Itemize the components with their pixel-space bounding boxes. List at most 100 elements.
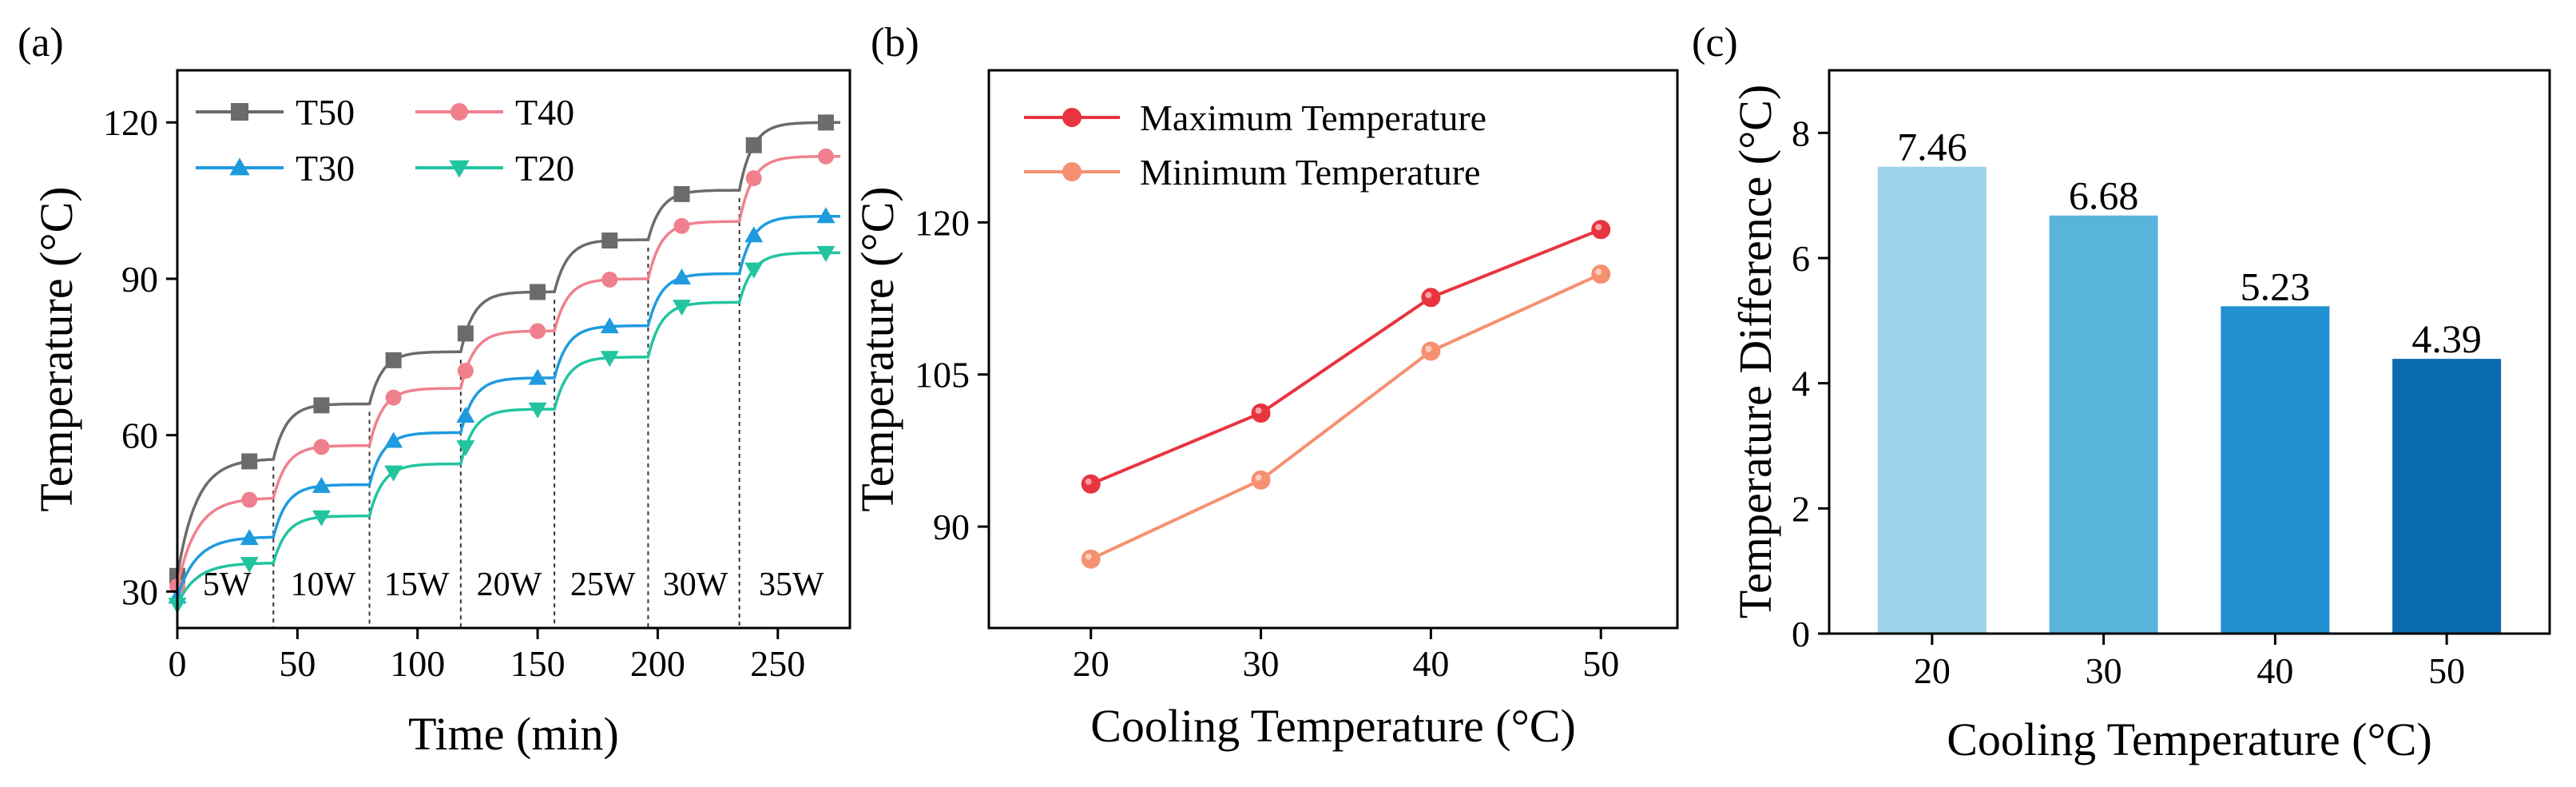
marker-t40	[601, 271, 618, 288]
marker-t30	[528, 368, 547, 385]
marker-t50	[601, 233, 618, 249]
point-highlight	[1595, 268, 1602, 276]
legend-marker	[1062, 108, 1082, 127]
marker-t40	[385, 389, 402, 406]
curve-t40	[176, 154, 840, 587]
marker-t30	[744, 226, 764, 243]
legend-marker	[1062, 162, 1082, 181]
panel-a-label: (a)	[18, 20, 64, 66]
marker-t30	[384, 431, 403, 448]
marker-t40	[457, 363, 474, 380]
legend-marker-t40	[451, 103, 468, 121]
y-tick-label: 4	[1792, 364, 1810, 404]
legend-label-t20: T20	[515, 148, 574, 189]
power-label: 5W	[203, 566, 252, 603]
y-tick-label: 120	[915, 202, 970, 243]
y-tick-label: 90	[121, 259, 158, 300]
y-tick-label: 60	[121, 415, 158, 456]
x-tick-label: 20	[1073, 643, 1109, 684]
point-highlight	[1595, 224, 1602, 231]
panel-b-frame	[987, 69, 1679, 630]
panel-a-legend: T50 T40 T30 T20	[196, 92, 574, 189]
power-label: 30W	[663, 566, 728, 603]
line-minimum	[1090, 272, 1602, 561]
x-tick-label: 0	[169, 643, 187, 684]
bar-40	[2221, 306, 2330, 634]
marker-t20	[312, 510, 331, 527]
marker-t20	[816, 245, 836, 262]
curve-t50	[176, 121, 840, 577]
y-tick-label: 120	[103, 102, 158, 143]
panel-a-ylabel: Temperature (°C)	[30, 186, 82, 511]
x-tick-label: 50	[2428, 650, 2465, 691]
marker-t50	[673, 185, 690, 202]
marker-t20	[744, 262, 764, 279]
marker-t20	[240, 557, 259, 574]
legend-label-t30: T30	[296, 148, 355, 189]
marker-t40	[313, 439, 330, 455]
panel-b-ticks: 20 30 40 50 90 105 120	[915, 202, 1619, 684]
power-label: 10W	[291, 566, 356, 603]
panel-a-xlabel: Time (min)	[408, 708, 619, 760]
marker-t30	[816, 207, 836, 224]
panel-c-ticks: 20 30 40 50 0 2 4 6 8	[1792, 113, 2465, 691]
marker-t40	[745, 170, 762, 187]
marker-t20	[528, 402, 547, 419]
panel-a: (a) 5W 10W 15W 20W 25W 30W 35W 0 50 100 150 200 250…	[18, 20, 851, 760]
x-tick-label: 250	[750, 643, 805, 684]
panel-b-plot-area	[1081, 220, 1611, 569]
point-minimum	[1081, 549, 1101, 569]
marker-t50	[530, 284, 546, 300]
point-highlight	[1255, 474, 1262, 481]
x-tick-label: 150	[510, 643, 566, 684]
panel-b-legend: Maximum Temperature Minimum Temperature	[1024, 97, 1486, 193]
power-label: 20W	[477, 566, 542, 603]
x-tick-label: 50	[1582, 643, 1619, 684]
marker-t30	[673, 268, 691, 285]
panel-b-xlabel: Cooling Temperature (°C)	[1090, 700, 1576, 752]
panel-b: (b) 20 30 40 50 90 105 120 Maximum Temperature…	[851, 20, 1679, 752]
panel-a-ticks: 0 50 100 150 200 250 30 60 90 120	[103, 102, 805, 684]
marker-t30	[240, 529, 259, 546]
marker-t50	[385, 352, 402, 368]
panel-a-frame	[176, 69, 851, 630]
marker-t50	[313, 397, 330, 414]
bar-30	[2049, 215, 2158, 634]
y-tick-label: 0	[1792, 614, 1810, 654]
panel-b-ylabel: Temperature (°C)	[851, 186, 903, 511]
point-minimum	[1251, 470, 1271, 490]
bar-50	[2392, 359, 2502, 634]
marker-t30	[600, 317, 619, 334]
y-tick-label: 30	[121, 571, 158, 612]
panel-b-label: (b)	[871, 20, 919, 66]
y-tick-label: 8	[1792, 113, 1810, 153]
bar-value-label: 6.68	[2069, 173, 2139, 218]
marker-t20	[673, 300, 691, 316]
power-label: 25W	[570, 566, 636, 603]
point-maximum	[1591, 220, 1611, 240]
marker-t30	[312, 476, 331, 493]
point-maximum	[1081, 474, 1101, 494]
power-label: 15W	[384, 566, 450, 603]
x-tick-label: 40	[1412, 643, 1449, 684]
x-tick-label: 200	[630, 643, 685, 684]
point-maximum	[1421, 288, 1441, 308]
marker-t40	[530, 323, 546, 340]
point-minimum	[1591, 264, 1611, 284]
x-tick-label: 30	[2086, 650, 2122, 691]
panel-c-ylabel: Temperature Difference (°C)	[1729, 85, 1781, 619]
panel-a-plot-area: 5W 10W 15W 20W 25W 30W 35W	[168, 114, 841, 628]
point-highlight	[1255, 407, 1262, 414]
marker-t40	[673, 217, 690, 234]
marker-t50	[745, 137, 762, 153]
panel-c-plot-area: 7.46 6.68 5.23 4.39	[1877, 125, 2502, 634]
point-highlight	[1085, 478, 1092, 485]
legend-marker-t50	[231, 103, 248, 121]
marker-t50	[817, 114, 834, 131]
point-highlight	[1085, 553, 1092, 560]
x-tick-label: 100	[390, 643, 445, 684]
legend-label: Maximum Temperature	[1140, 97, 1486, 138]
y-tick-label: 90	[933, 507, 970, 547]
y-tick-label: 6	[1792, 238, 1810, 279]
